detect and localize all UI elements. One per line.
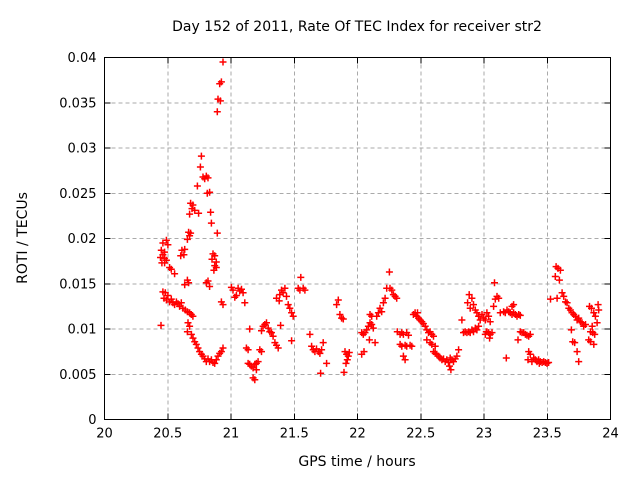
x-tick-label: 20 — [96, 427, 113, 442]
x-tick-label: 22 — [349, 427, 366, 442]
y-tick-label: 0 — [88, 413, 96, 428]
x-tick-label: 22.5 — [406, 427, 435, 442]
x-tick-labels: 20 20.5 21 21.5 22 22.5 23 23.5 24 — [96, 427, 619, 442]
x-tick-label: 23 — [476, 427, 493, 442]
gridlines — [104, 57, 611, 420]
y-tick-label: 0.015 — [59, 277, 96, 292]
x-axis-label: GPS time / hours — [298, 454, 415, 470]
x-tick-label: 21 — [223, 427, 240, 442]
y-tick-label: 0.035 — [59, 96, 96, 111]
x-tick-label: 20.5 — [153, 427, 182, 442]
plot-border — [104, 57, 611, 420]
y-tick-label: 0.02 — [68, 232, 97, 247]
y-tick-label: 0.01 — [68, 323, 97, 338]
data-points — [157, 58, 603, 384]
y-axis-label: ROTI / TECUs — [15, 192, 31, 284]
y-tick-label: 0.03 — [68, 142, 97, 157]
y-tick-label: 0.025 — [59, 187, 96, 202]
y-tick-labels: 0 0.005 0.01 0.015 0.02 0.025 0.03 0.035 0.04 — [59, 51, 96, 428]
series-ROTI-markers — [157, 58, 603, 384]
x-tick-label: 21.5 — [280, 427, 309, 442]
y-tick-label: 0.005 — [59, 368, 96, 383]
x-tick-label: 24 — [602, 427, 619, 442]
y-tick-label: 0.04 — [68, 51, 97, 66]
x-tick-label: 23.5 — [533, 427, 562, 442]
chart-title: Day 152 of 2011, Rate Of TEC Index for r… — [172, 19, 542, 35]
